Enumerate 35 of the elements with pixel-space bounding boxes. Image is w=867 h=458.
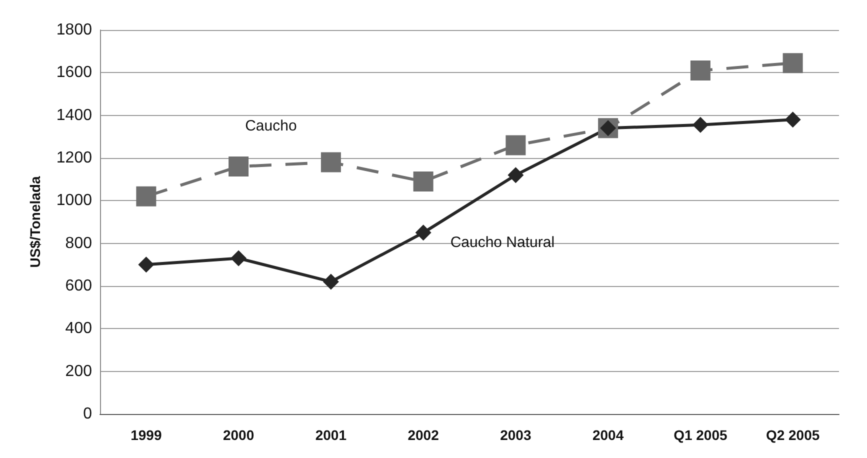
point — [320, 152, 341, 172]
y-tick-label: 800 — [65, 234, 92, 252]
y-tick-label: 1800 — [56, 22, 92, 38]
x-tick-label: 2001 — [315, 427, 347, 443]
series-label: Caucho Natural — [450, 234, 555, 252]
point — [690, 60, 710, 81]
point — [784, 112, 801, 128]
point — [506, 135, 526, 156]
point — [230, 250, 247, 266]
x-tick-label: 2002 — [408, 427, 440, 443]
y-tick-label: 1200 — [56, 150, 92, 166]
y-tick-label: 200 — [65, 362, 92, 380]
y-tick-label: 1600 — [56, 64, 92, 82]
x-tick-label: 2004 — [592, 427, 624, 443]
x-tick-label: 1999 — [130, 427, 162, 443]
y-tick-label: 600 — [65, 278, 92, 294]
point — [415, 224, 432, 241]
series-label: Caucho — [245, 117, 297, 134]
y-tick-label: 0 — [83, 406, 92, 422]
x-tick-label: Q2 2005 — [766, 427, 820, 443]
point — [228, 156, 249, 177]
y-tick-label: 1000 — [56, 192, 92, 210]
y-tick-label: 400 — [65, 320, 92, 338]
x-tick-label: 2003 — [500, 427, 532, 443]
y-axis-title: US$/Tonelada — [27, 176, 43, 268]
x-tick-label: 2000 — [222, 427, 254, 443]
point — [508, 167, 524, 184]
point — [138, 256, 154, 273]
point — [692, 116, 708, 133]
point — [322, 274, 339, 290]
point — [136, 186, 156, 206]
point — [782, 53, 803, 74]
x-tick-label: Q1 2005 — [674, 427, 728, 443]
point — [413, 171, 434, 192]
y-tick-label: 1400 — [56, 106, 92, 124]
